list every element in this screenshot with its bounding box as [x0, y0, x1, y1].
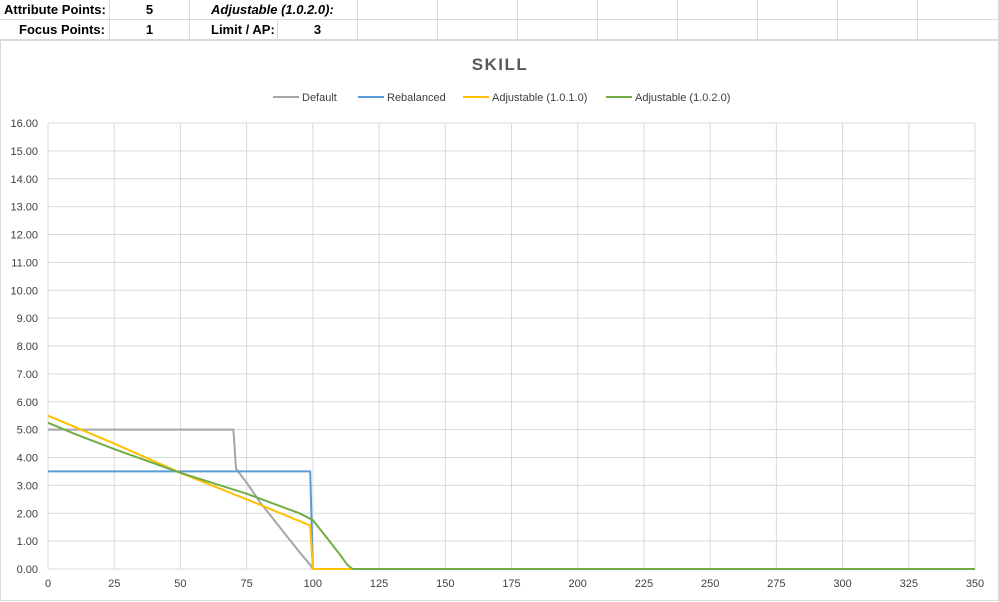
- limit-per-ap-value[interactable]: 3: [278, 20, 358, 40]
- y-tick-label: 6.00: [17, 397, 38, 409]
- y-tick-label: 8.00: [17, 341, 38, 353]
- y-tick-label: 12.00: [10, 230, 38, 242]
- y-tick-label: 11.00: [11, 257, 38, 269]
- legend-label: Adjustable (1.0.2.0): [635, 92, 730, 104]
- gridlines: [47, 122, 976, 570]
- empty-cell[interactable]: [918, 0, 999, 20]
- chart-area[interactable]: SKILL Default Rebalanced Adjustable (1.0.1…: [0, 40, 999, 601]
- empty-cell[interactable]: [518, 20, 598, 40]
- y-tick-label: 16.00: [10, 118, 38, 130]
- x-tick-label: 50: [174, 578, 186, 590]
- x-tick-label: 250: [701, 578, 719, 590]
- chart-title: SKILL: [472, 55, 529, 74]
- y-tick-label: 5.00: [17, 425, 38, 437]
- x-tick-label: 300: [833, 578, 851, 590]
- x-axis-labels: 0 25 50 75 100 125 150 175 200 225 250 275 300 325 350: [45, 578, 984, 590]
- x-tick-label: 225: [635, 578, 653, 590]
- legend-label: Rebalanced: [387, 92, 446, 104]
- y-tick-label: 10.00: [10, 285, 38, 297]
- empty-cell[interactable]: [678, 20, 758, 40]
- y-axis-labels: 0.00 1.00 2.00 3.00 4.00 5.00 6.00 7.00 8.00 9.00…: [10, 118, 38, 576]
- empty-cell[interactable]: [758, 20, 838, 40]
- focus-points-value[interactable]: 1: [110, 20, 190, 40]
- series-line-adjustable-1-0-2-0[interactable]: [47, 421, 975, 570]
- x-tick-label: 325: [900, 578, 918, 590]
- series-line-default[interactable]: [48, 428, 975, 570]
- y-tick-label: 7.00: [17, 369, 38, 381]
- attribute-points-label[interactable]: Attribute Points:: [0, 0, 110, 20]
- x-tick-label: 350: [966, 578, 984, 590]
- x-tick-label: 25: [108, 578, 120, 590]
- empty-cell[interactable]: [838, 20, 918, 40]
- empty-cell[interactable]: [358, 20, 438, 40]
- empty-cell[interactable]: [438, 0, 518, 20]
- y-tick-label: 3.00: [17, 480, 38, 492]
- sheet-row-2: Focus Points: 1 Limit / AP: 3: [0, 20, 999, 40]
- legend-label: Adjustable (1.0.1.0): [492, 92, 587, 104]
- y-tick-label: 15.00: [10, 146, 38, 158]
- y-tick-label: 13.00: [10, 202, 38, 214]
- y-tick-label: 2.00: [17, 508, 38, 520]
- y-tick-label: 1.00: [17, 536, 38, 548]
- legend: Default Rebalanced Adjustable (1.0.1.0) Adj…: [273, 92, 730, 104]
- empty-cell[interactable]: [438, 20, 518, 40]
- empty-cell[interactable]: [918, 20, 999, 40]
- x-tick-label: 75: [241, 578, 253, 590]
- empty-cell[interactable]: [598, 0, 678, 20]
- series-line-adjustable-1-0-1-0[interactable]: [47, 414, 975, 570]
- x-tick-label: 175: [502, 578, 520, 590]
- empty-cell[interactable]: [758, 0, 838, 20]
- adjustable-version-label[interactable]: Adjustable (1.0.2.0):: [190, 0, 358, 20]
- x-tick-label: 125: [370, 578, 388, 590]
- empty-cell[interactable]: [358, 0, 438, 20]
- y-tick-label: 4.00: [17, 453, 38, 465]
- empty-cell[interactable]: [598, 20, 678, 40]
- x-tick-label: 150: [436, 578, 454, 590]
- empty-cell[interactable]: [518, 0, 598, 20]
- x-tick-label: 100: [304, 578, 322, 590]
- legend-label: Default: [302, 92, 337, 104]
- x-tick-label: 200: [569, 578, 587, 590]
- empty-cell[interactable]: [678, 0, 758, 20]
- limit-per-ap-label[interactable]: Limit / AP:: [190, 20, 278, 40]
- y-tick-label: 14.00: [10, 174, 38, 186]
- attribute-points-value[interactable]: 5: [110, 0, 190, 20]
- sheet-row-1: Attribute Points: 5 Adjustable (1.0.2.0)…: [0, 0, 999, 20]
- y-tick-label: 9.00: [17, 313, 38, 325]
- empty-cell[interactable]: [838, 0, 918, 20]
- focus-points-label[interactable]: Focus Points:: [0, 20, 110, 40]
- y-tick-label: 0.00: [17, 564, 38, 576]
- x-tick-label: 275: [767, 578, 785, 590]
- series-lines: [47, 414, 975, 570]
- x-tick-label: 0: [45, 578, 51, 590]
- skill-line-chart: SKILL Default Rebalanced Adjustable (1.0.1…: [10, 55, 984, 590]
